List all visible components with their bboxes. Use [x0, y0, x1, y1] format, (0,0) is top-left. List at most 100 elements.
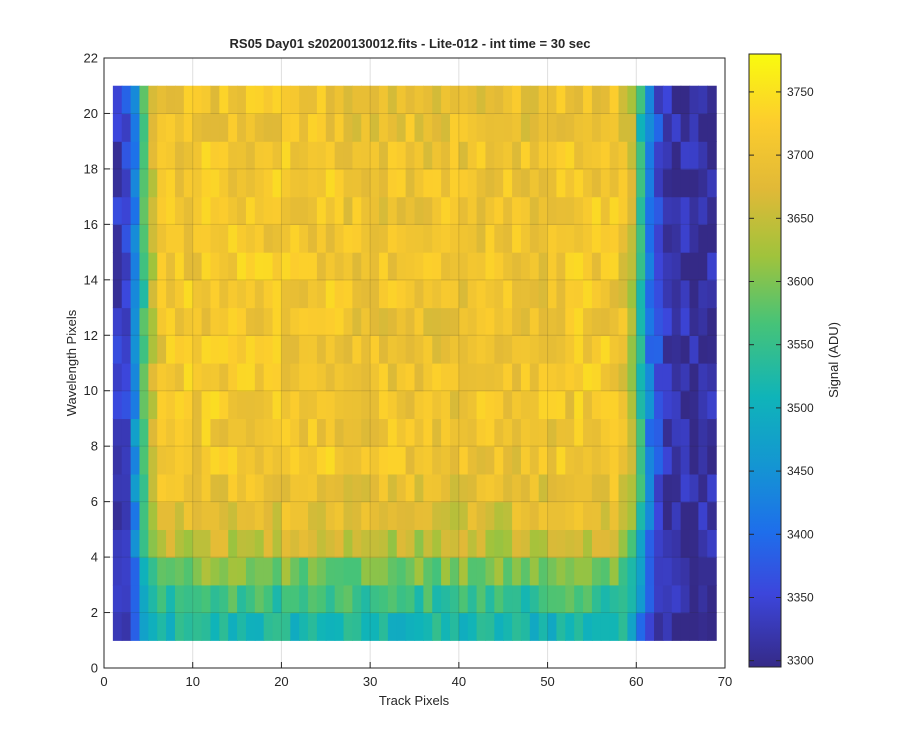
heatmap-cell — [503, 584, 513, 614]
heatmap-cell — [432, 584, 442, 614]
heatmap-cell — [636, 168, 646, 198]
heatmap-cell — [432, 446, 442, 475]
heatmap-cell — [281, 224, 291, 253]
heatmap-cell — [121, 196, 132, 225]
heatmap-cell — [698, 168, 708, 198]
heatmap-cell — [139, 307, 149, 336]
heatmap-cell — [538, 224, 549, 253]
heatmap-cell — [316, 85, 327, 115]
heatmap-cell — [201, 168, 212, 198]
heatmap-cell — [299, 113, 309, 142]
colorbar-tick-label: 3450 — [787, 464, 814, 478]
heatmap-cell — [121, 529, 132, 558]
heatmap-cell — [503, 85, 513, 115]
heatmap-cell — [361, 224, 371, 253]
heatmap-cell — [414, 363, 424, 392]
heatmap-cell — [245, 501, 256, 530]
heatmap-cell — [671, 529, 682, 558]
heatmap-cell — [228, 196, 238, 225]
heatmap-cell — [556, 113, 566, 142]
heatmap-cell — [361, 363, 371, 392]
heatmap-cell — [325, 363, 336, 392]
heatmap-cell — [520, 363, 531, 392]
heatmap-cell — [228, 113, 238, 142]
heatmap-cell — [387, 584, 398, 614]
heatmap-cell — [219, 557, 229, 586]
heatmap-cell — [485, 529, 495, 558]
heatmap-cell — [556, 224, 566, 253]
heatmap-cell — [645, 252, 655, 281]
heatmap-cell — [361, 279, 371, 309]
heatmap-cell — [476, 196, 487, 225]
heatmap-cell — [379, 501, 389, 530]
heatmap-cell — [565, 473, 575, 503]
heatmap-cell — [467, 473, 478, 503]
heatmap-cell — [645, 529, 655, 558]
heatmap-cell — [361, 307, 371, 336]
heatmap-cell — [316, 363, 327, 392]
heatmap-cell — [449, 529, 460, 558]
heatmap-cell — [494, 113, 504, 142]
heatmap-cell — [112, 141, 123, 170]
heatmap-cell — [574, 584, 584, 614]
heatmap-cell — [520, 85, 531, 115]
heatmap-cell — [662, 446, 673, 475]
heatmap-cell — [290, 612, 300, 641]
heatmap-cell — [503, 141, 513, 170]
heatmap-cell — [325, 279, 336, 309]
heatmap-cell — [157, 252, 167, 281]
heatmap-cell — [148, 168, 158, 198]
heatmap-cell — [662, 390, 673, 420]
heatmap-cell — [139, 501, 149, 530]
heatmap-cell — [583, 307, 593, 336]
heatmap-cell — [183, 418, 194, 447]
heatmap-cell — [139, 224, 149, 253]
heatmap-cell — [166, 224, 176, 253]
heatmap-cell — [485, 168, 495, 198]
heatmap-cell — [325, 196, 336, 225]
heatmap-cell — [308, 363, 318, 392]
heatmap-cell — [379, 224, 389, 253]
heatmap-cell — [299, 279, 309, 309]
heatmap-cell — [387, 141, 398, 170]
heatmap-cell — [529, 307, 540, 336]
heatmap-cell — [600, 279, 611, 309]
heatmap-cell — [352, 168, 362, 198]
heatmap-cell — [166, 141, 176, 170]
heatmap-cell — [405, 473, 416, 503]
heatmap-cell — [423, 473, 433, 503]
heatmap-cell — [707, 363, 717, 392]
heatmap-cell — [520, 612, 531, 641]
heatmap-cell — [441, 335, 451, 364]
heatmap-cell — [370, 196, 380, 225]
heatmap-cell — [334, 557, 345, 586]
heatmap-cell — [352, 557, 362, 586]
heatmap-cell — [503, 446, 513, 475]
heatmap-cell — [112, 390, 123, 420]
heatmap-cell — [671, 418, 682, 447]
heatmap-cell — [627, 85, 637, 115]
heatmap-cell — [290, 363, 300, 392]
heatmap-cell — [627, 418, 637, 447]
heatmap-cell — [414, 501, 424, 530]
heatmap-cell — [219, 473, 229, 503]
heatmap-cell — [538, 584, 549, 614]
heatmap-cell — [441, 307, 451, 336]
heatmap-cell — [565, 307, 575, 336]
heatmap-cell — [130, 85, 141, 115]
heatmap-cell — [379, 279, 389, 309]
heatmap-cell — [405, 390, 416, 420]
heatmap-cell — [600, 557, 611, 586]
heatmap-cell — [121, 307, 132, 336]
heatmap-cell — [565, 168, 575, 198]
heatmap-cell — [263, 113, 274, 142]
heatmap-cell — [281, 335, 291, 364]
heatmap-cell — [512, 418, 522, 447]
heatmap-cell — [654, 168, 664, 198]
heatmap-cell — [112, 85, 123, 115]
heatmap-cell — [591, 224, 602, 253]
heatmap-cell — [308, 224, 318, 253]
heatmap-cell — [210, 557, 220, 586]
heatmap-cell — [591, 612, 602, 641]
heatmap-cell — [325, 473, 336, 503]
